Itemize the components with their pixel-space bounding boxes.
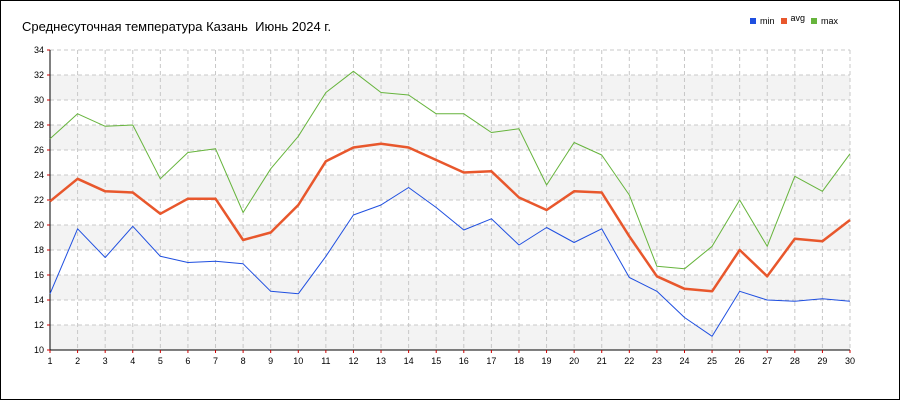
series-line-avg (49, 142, 851, 293)
grid-band (50, 225, 850, 250)
x-tick-label: 23 (652, 356, 662, 366)
legend-swatch (750, 18, 756, 24)
y-tick-label: 20 (34, 220, 44, 230)
legend-label: max (821, 16, 839, 26)
x-tick-label: 16 (459, 356, 469, 366)
x-tick-label: 7 (213, 356, 218, 366)
x-tick-label: 22 (624, 356, 634, 366)
x-tick-label: 17 (486, 356, 496, 366)
chart-title: Среднесуточная температура Казань Июнь 2… (22, 19, 332, 34)
x-tick-label: 6 (185, 356, 190, 366)
grid-band (50, 275, 850, 300)
x-tick-label: 13 (376, 356, 386, 366)
legend-swatch (811, 18, 818, 24)
x-tick-label: 8 (241, 356, 246, 366)
legend-label: avg (790, 13, 806, 23)
legend-item-min: min (750, 16, 775, 26)
x-tick-label: 28 (790, 356, 800, 366)
x-tick-label: 25 (707, 356, 717, 366)
series-line-max (49, 70, 851, 270)
x-tick-label: 24 (679, 356, 689, 366)
x-tick-label: 3 (103, 356, 108, 366)
x-tick-label: 20 (569, 356, 579, 366)
y-tick-label: 34 (34, 45, 44, 55)
x-tick-label: 15 (431, 356, 441, 366)
x-tick-label: 26 (735, 356, 745, 366)
x-tick-label: 11 (321, 356, 330, 366)
legend: min avg max (750, 13, 838, 26)
y-tick-label: 28 (34, 120, 44, 130)
y-tick-label: 12 (34, 320, 44, 330)
x-tick-label: 19 (542, 356, 552, 366)
y-tick-label: 18 (34, 245, 44, 255)
y-tick-label: 32 (34, 70, 44, 80)
y-tick-label: 16 (34, 270, 44, 280)
y-tick-label: 22 (34, 195, 44, 205)
legend-item-avg: avg (780, 13, 806, 26)
y-tick-label: 10 (34, 345, 44, 355)
x-tick-label: 30 (845, 356, 855, 366)
grid-band (50, 175, 850, 200)
y-tick-label: 24 (34, 170, 44, 180)
grid-band (50, 325, 850, 350)
x-tick-label: 29 (817, 356, 827, 366)
x-tick-label: 12 (348, 356, 358, 366)
x-tick-label: 1 (47, 356, 52, 366)
x-tick-label: 9 (268, 356, 273, 366)
x-tick-label: 21 (597, 356, 607, 366)
legend-swatch (780, 18, 787, 24)
x-tick-label: 27 (762, 356, 772, 366)
legend-label: min (760, 16, 775, 26)
x-tick-label: 14 (404, 356, 414, 366)
y-tick-label: 26 (34, 145, 44, 155)
y-tick-label: 30 (34, 95, 44, 105)
grid-band (50, 125, 850, 150)
grid-band (50, 75, 850, 100)
y-tick-label: 14 (34, 295, 44, 305)
x-tick-label: 2 (75, 356, 80, 366)
x-tick-label: 10 (293, 356, 303, 366)
legend-item-max: max (811, 16, 838, 26)
series-line-min (49, 187, 851, 337)
x-tick-label: 5 (158, 356, 163, 366)
x-tick-label: 4 (130, 356, 135, 366)
x-tick-label: 18 (514, 356, 524, 366)
